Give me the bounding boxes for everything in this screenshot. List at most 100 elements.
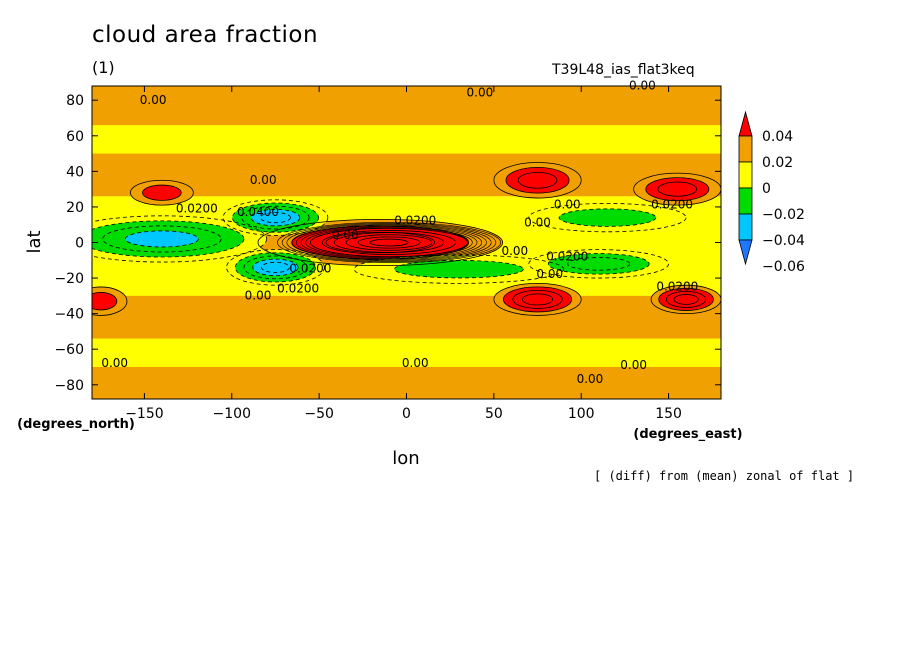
plot-area <box>92 86 721 399</box>
y-tick-label: 20 <box>66 200 84 216</box>
y-axis-label: lat <box>24 230 45 253</box>
x-tick-label: 0 <box>402 406 411 422</box>
contour-label: 0.0200 <box>651 198 693 212</box>
anomaly-min-6-contour-0 <box>528 249 669 279</box>
anomaly-min-2-contour-1 <box>92 220 245 258</box>
anomaly-min-3-contour-4 <box>260 212 291 224</box>
colorbar-extend-top <box>738 110 753 137</box>
anomaly-max-12-fill-1 <box>92 292 117 310</box>
x-axis: −150 −100 −50 0 50 100 150 lon (degrees_east) <box>125 86 743 469</box>
anomaly-max-9-contour-2 <box>657 181 698 197</box>
anomaly-max-12-contour-1 <box>92 292 118 311</box>
x-tick-label: 150 <box>655 406 682 422</box>
anomaly-max-10-fill-3 <box>522 293 553 305</box>
core-contour-2 <box>300 226 478 259</box>
anomaly-min-5-fill-1 <box>394 260 524 278</box>
core-contour-0 <box>310 227 468 258</box>
y-tick-label: −40 <box>54 307 84 323</box>
run-label: T39L48_ias_flat3keq <box>552 62 695 78</box>
anomaly-min-7-contour-0 <box>528 202 687 233</box>
anomaly-max-0-contour-1 <box>321 230 457 255</box>
anomaly-max-1-contour-0 <box>257 218 503 267</box>
colorbar-segment <box>738 187 753 215</box>
anomaly-max-13-contour-1 <box>142 184 182 201</box>
anomaly-min-4-contour-3 <box>252 258 299 277</box>
anomaly-min-2-contour-0 <box>92 215 268 263</box>
green-band-2 <box>92 125 721 154</box>
anomaly-min-7-contour-1 <box>558 208 657 227</box>
x-tick-label: −150 <box>125 406 163 422</box>
contour-label: 0.0200 <box>394 214 436 228</box>
contour-lines <box>92 162 721 316</box>
chart-subtitle: (1) <box>92 58 115 77</box>
anomaly-min-2-contour-3 <box>125 230 199 248</box>
core-contour-5 <box>286 223 492 262</box>
contour-label: 0.00 <box>620 358 647 372</box>
core-contour-4 <box>291 224 487 261</box>
colorbar-segment <box>738 135 753 163</box>
x-tick-label: −100 <box>213 406 251 422</box>
colorbar-label: −0.06 <box>762 259 805 275</box>
anomaly-max-11-contour-3 <box>673 294 699 305</box>
anomaly-max-10-contour-0 <box>493 283 582 316</box>
core-contour-6 <box>281 222 497 263</box>
contour-label: 0.00 <box>140 93 167 107</box>
footnote: [ (diff) from (mean) zonal of flat ] <box>594 469 855 483</box>
contour-labels: 0.00 0.00 0.00 0.00 0.0200 0.0400 0.00 0.0200 0.… <box>101 79 698 386</box>
colorbar-label: −0.04 <box>762 233 805 249</box>
core-contour-7 <box>277 221 501 264</box>
green-band-3 <box>92 338 721 367</box>
core-contour-1 <box>305 227 473 258</box>
contour-label: 0.00 <box>524 215 551 229</box>
contour-label: 0.0400 <box>237 205 279 219</box>
anomaly-max-11-contour-1 <box>658 287 714 311</box>
anomaly-max-0-contour-3 <box>345 234 433 251</box>
anomaly-min-4-contour-4 <box>261 261 290 273</box>
contour-label: 0.00 <box>250 173 277 187</box>
anomaly-max-11-fill-3 <box>673 294 699 305</box>
colorbar-label: −0.02 <box>762 207 805 223</box>
anomaly-max-13-fill-1 <box>142 185 182 201</box>
anomaly-min-4-contour-1 <box>234 252 317 283</box>
contour-label: 0.00 <box>245 288 272 302</box>
y-axis-units: (degrees_north) <box>17 417 135 432</box>
y-axis: 80 60 40 20 0 −20 −40 −60 −80 lat (degrees_north) <box>17 93 721 432</box>
y-tick-label: 40 <box>66 164 84 180</box>
anomaly-max-1-contour-2 <box>325 231 436 254</box>
contour-label: 0.00 <box>501 244 528 258</box>
x-tick-label: 50 <box>485 406 503 422</box>
colorbar-label: 0 <box>762 181 771 197</box>
anomaly-min-5-contour-1 <box>394 260 524 279</box>
contour-label: 0.0200 <box>289 262 331 276</box>
anomaly-max-8-contour-2 <box>517 171 558 189</box>
x-axis-units: (degrees_east) <box>633 427 742 442</box>
anomaly-min-6-contour-1 <box>547 253 650 275</box>
anomaly-min-3-contour-3 <box>250 208 301 227</box>
y-tick-label: 80 <box>66 93 84 109</box>
chart-title: cloud area fraction <box>92 22 319 48</box>
anomaly-max-9-contour-0 <box>633 172 721 206</box>
anomaly-min-3-fill-4 <box>260 212 291 223</box>
colorbar-segment <box>738 213 753 241</box>
anomaly-max-0-contour-5 <box>369 238 409 247</box>
anomaly-max-1-fill-2 <box>325 232 435 253</box>
x-tick-label: 100 <box>568 406 595 422</box>
anomaly-max-12-contour-0 <box>92 286 128 316</box>
anomaly-min-4-contour-2 <box>243 255 308 280</box>
y-tick-label: −80 <box>54 378 84 394</box>
contour-label: 0.00 <box>577 372 604 386</box>
y-tick-label: 60 <box>66 129 84 145</box>
anomaly-max-0-contour-4 <box>357 236 421 249</box>
anomaly-max-8-contour-0 <box>493 162 582 199</box>
x-tick-label: −50 <box>304 406 334 422</box>
anomaly-min-2-fill-3 <box>125 230 199 247</box>
contour-label: 0.0200 <box>277 281 319 295</box>
contour-label: 0.0200 <box>546 249 588 263</box>
anomaly-max-10-contour-3 <box>521 293 554 306</box>
anomaly-min-3-contour-1 <box>232 202 319 233</box>
x-axis-label: lon <box>392 448 419 469</box>
contour-label: 0.00 <box>467 86 494 100</box>
anomaly-min-4-contour-0 <box>226 249 325 286</box>
colorbar-label: 0.04 <box>762 129 793 145</box>
